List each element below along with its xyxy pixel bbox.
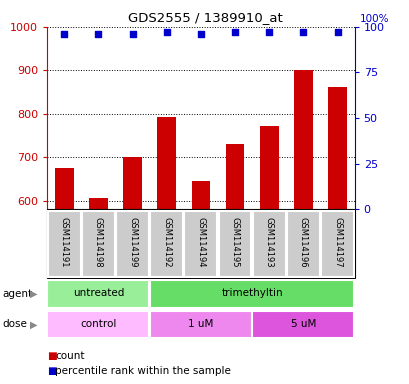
- Text: agent: agent: [2, 289, 32, 299]
- Text: GSM114193: GSM114193: [264, 217, 273, 268]
- Text: 5 uM: 5 uM: [290, 319, 315, 329]
- Bar: [55, 168, 74, 384]
- Point: [265, 29, 272, 35]
- Point: [333, 29, 340, 35]
- Text: GSM114192: GSM114192: [162, 217, 171, 268]
- FancyBboxPatch shape: [47, 311, 149, 338]
- Text: dose: dose: [2, 319, 27, 329]
- Text: GSM114196: GSM114196: [298, 217, 307, 268]
- Text: count: count: [55, 351, 85, 361]
- Bar: [293, 70, 312, 384]
- Text: GSM114197: GSM114197: [332, 217, 341, 268]
- FancyBboxPatch shape: [150, 280, 353, 308]
- FancyBboxPatch shape: [320, 211, 353, 277]
- Point: [299, 29, 306, 35]
- Text: trimethyltin: trimethyltin: [221, 288, 282, 298]
- Bar: [89, 197, 108, 384]
- Text: 1 uM: 1 uM: [188, 319, 213, 329]
- Text: GSM114194: GSM114194: [196, 217, 205, 268]
- Text: ■: ■: [47, 366, 57, 376]
- FancyBboxPatch shape: [48, 211, 81, 277]
- Text: GSM114195: GSM114195: [230, 217, 239, 268]
- Text: GDS2555 / 1389910_at: GDS2555 / 1389910_at: [127, 12, 282, 25]
- Bar: [327, 87, 346, 384]
- FancyBboxPatch shape: [150, 311, 251, 338]
- Point: [61, 31, 67, 37]
- Text: percentile rank within the sample: percentile rank within the sample: [55, 366, 231, 376]
- Text: ▶: ▶: [30, 289, 37, 299]
- Bar: [157, 117, 176, 384]
- FancyBboxPatch shape: [286, 211, 319, 277]
- FancyBboxPatch shape: [47, 280, 149, 308]
- Text: ■: ■: [47, 351, 57, 361]
- Point: [231, 29, 238, 35]
- Text: untreated: untreated: [72, 288, 124, 298]
- Bar: [225, 144, 244, 384]
- FancyBboxPatch shape: [184, 211, 217, 277]
- Text: GSM114198: GSM114198: [94, 217, 103, 268]
- Bar: [259, 126, 278, 384]
- Bar: [191, 181, 210, 384]
- Bar: [123, 157, 142, 384]
- Text: GSM114199: GSM114199: [128, 217, 137, 268]
- Text: 100%: 100%: [360, 14, 389, 24]
- Text: ▶: ▶: [30, 319, 37, 329]
- Text: GSM114191: GSM114191: [60, 217, 69, 268]
- FancyBboxPatch shape: [82, 211, 115, 277]
- FancyBboxPatch shape: [252, 311, 353, 338]
- Point: [129, 31, 135, 37]
- Point: [197, 31, 204, 37]
- FancyBboxPatch shape: [218, 211, 251, 277]
- FancyBboxPatch shape: [252, 211, 285, 277]
- FancyBboxPatch shape: [150, 211, 183, 277]
- Point: [95, 31, 101, 37]
- Point: [163, 29, 170, 35]
- FancyBboxPatch shape: [116, 211, 148, 277]
- Text: control: control: [80, 319, 116, 329]
